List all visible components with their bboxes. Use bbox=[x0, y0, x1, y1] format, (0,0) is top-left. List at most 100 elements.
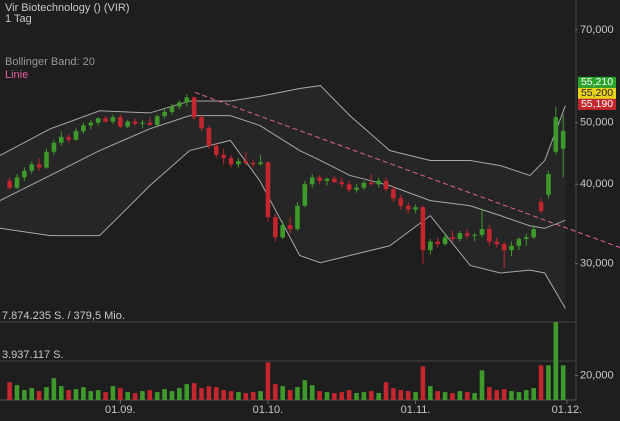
volume-bar bbox=[95, 390, 101, 400]
x-tick-label: 01.09. bbox=[105, 404, 136, 416]
volume-bar bbox=[450, 393, 455, 400]
candle-body bbox=[147, 122, 153, 125]
candle-body bbox=[14, 177, 20, 188]
candle-body bbox=[221, 154, 226, 158]
candle-body bbox=[154, 116, 160, 125]
volume-bar bbox=[405, 391, 411, 400]
volume-bar bbox=[81, 387, 86, 400]
candle-body bbox=[472, 234, 477, 236]
candle-body bbox=[354, 187, 359, 190]
price-tag bbox=[578, 87, 616, 99]
volume-bar bbox=[531, 388, 536, 400]
y-tick-label: 40,000 bbox=[580, 178, 614, 190]
candle-body bbox=[66, 136, 71, 140]
bollinger-fill bbox=[0, 85, 566, 309]
volume-bar bbox=[509, 391, 514, 400]
price-tag-label: 55,210 bbox=[581, 76, 613, 88]
candle-body bbox=[442, 237, 448, 245]
volume-bar bbox=[7, 382, 12, 400]
volume-bar bbox=[22, 390, 27, 400]
candle-body bbox=[487, 229, 492, 242]
candle-body bbox=[523, 237, 529, 240]
candle-body bbox=[250, 163, 256, 165]
volume-bar bbox=[191, 383, 197, 400]
candle-body bbox=[140, 122, 145, 124]
volume-bar bbox=[125, 392, 130, 400]
volume-bar bbox=[236, 392, 241, 400]
candle-body bbox=[29, 164, 35, 171]
volume-bar bbox=[177, 388, 182, 400]
y-tick-label: 70,000 bbox=[580, 24, 614, 36]
price-tag-label: 55,200 bbox=[581, 87, 613, 99]
volume-bar bbox=[361, 392, 367, 400]
volume-bar bbox=[110, 386, 116, 400]
volume-bar bbox=[295, 387, 300, 400]
volume-bar bbox=[228, 391, 234, 400]
candle-body bbox=[317, 177, 322, 181]
volume-bar bbox=[199, 388, 204, 400]
volume-bar bbox=[376, 393, 381, 400]
candle-body bbox=[538, 202, 544, 212]
price-tag bbox=[578, 76, 616, 88]
volume-bar bbox=[258, 391, 263, 400]
candle-body bbox=[383, 180, 389, 190]
volume-bar bbox=[280, 386, 286, 400]
candle-body bbox=[376, 180, 381, 185]
candle-body bbox=[7, 180, 12, 188]
candle-body bbox=[199, 117, 204, 129]
volume-bar bbox=[332, 393, 337, 400]
price-tag bbox=[578, 98, 616, 110]
candle-body bbox=[457, 233, 463, 240]
volume-bar bbox=[317, 391, 322, 400]
candle-body bbox=[413, 207, 418, 210]
candle-body bbox=[501, 244, 507, 251]
volume-bar bbox=[51, 378, 57, 400]
volume-bar bbox=[346, 390, 352, 400]
volume-bar bbox=[501, 389, 507, 400]
volume-bar bbox=[457, 391, 463, 400]
volume-bar bbox=[265, 362, 271, 400]
volume-bar bbox=[339, 392, 345, 400]
candle-body bbox=[368, 182, 374, 185]
volume-bar bbox=[472, 393, 477, 400]
volume-bar bbox=[464, 392, 470, 400]
chart-title: Vir Biotechnology () (VIR) bbox=[5, 2, 130, 14]
bollinger-upper bbox=[0, 85, 566, 177]
volume-bar bbox=[140, 391, 145, 400]
bollinger-lower bbox=[0, 139, 566, 309]
candle-body bbox=[420, 207, 426, 251]
volume-bar bbox=[73, 389, 79, 400]
candle-body bbox=[184, 97, 190, 103]
volume-bar bbox=[383, 382, 389, 400]
candle-body bbox=[22, 170, 27, 178]
candle-body bbox=[73, 131, 79, 140]
candle-body bbox=[258, 162, 263, 165]
volume-bar bbox=[206, 386, 212, 400]
candle-body bbox=[243, 161, 249, 164]
volume-bar bbox=[213, 387, 219, 400]
candle-body bbox=[110, 117, 116, 122]
x-tick-label: 01.12. bbox=[552, 404, 583, 416]
volume-bar bbox=[29, 388, 35, 400]
candle-body bbox=[132, 121, 138, 124]
plot-area: 70,000 50,000 40,000 30,000 20,000 7.874.235 … bbox=[0, 24, 614, 416]
x-tick-label: 01.11. bbox=[401, 404, 431, 416]
volume-bar bbox=[560, 365, 566, 400]
candle-body bbox=[213, 145, 219, 155]
volume-bar bbox=[420, 366, 426, 400]
volume-bar bbox=[132, 393, 138, 400]
candle-body bbox=[51, 142, 57, 152]
candle-body bbox=[405, 205, 411, 210]
chart-subtitle: 1 Tag bbox=[5, 13, 32, 25]
volume-bar bbox=[538, 365, 544, 400]
candle-body bbox=[206, 128, 212, 146]
volume-bar bbox=[250, 392, 256, 400]
volume-bar bbox=[44, 387, 49, 400]
volume-bar bbox=[66, 390, 71, 400]
volume-bar bbox=[14, 385, 20, 400]
candle-body bbox=[435, 241, 441, 245]
volume-bar bbox=[354, 393, 359, 400]
price-tag-label: 55,190 bbox=[581, 98, 613, 110]
